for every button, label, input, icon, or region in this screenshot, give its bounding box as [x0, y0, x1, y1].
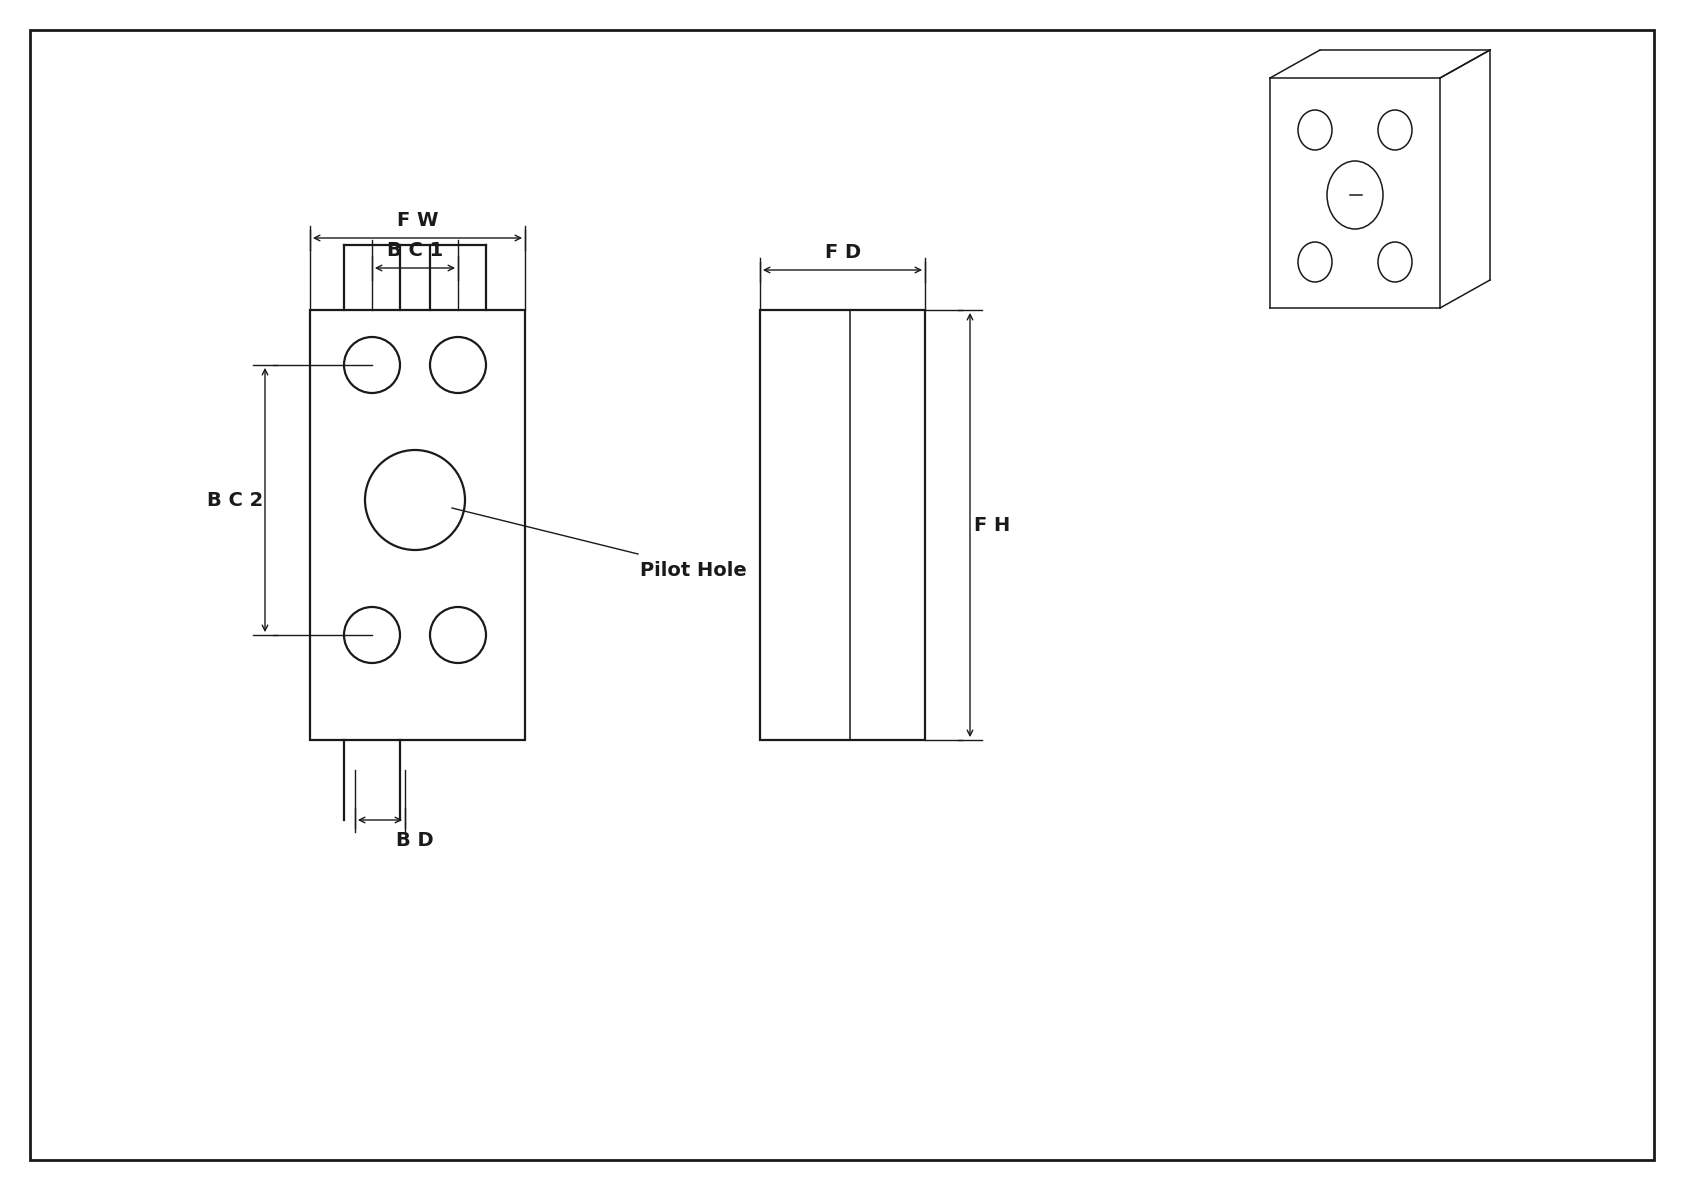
Text: B C 2: B C 2: [207, 490, 263, 509]
Text: F W: F W: [397, 211, 440, 230]
Bar: [310, 311, 525, 740]
Text: F H: F H: [973, 515, 1010, 534]
Text: F D: F D: [825, 243, 861, 262]
Text: B C 1: B C 1: [387, 240, 443, 259]
Text: B D: B D: [396, 831, 434, 850]
Text: Pilot Hole: Pilot Hole: [640, 560, 746, 580]
Bar: [759, 311, 925, 740]
